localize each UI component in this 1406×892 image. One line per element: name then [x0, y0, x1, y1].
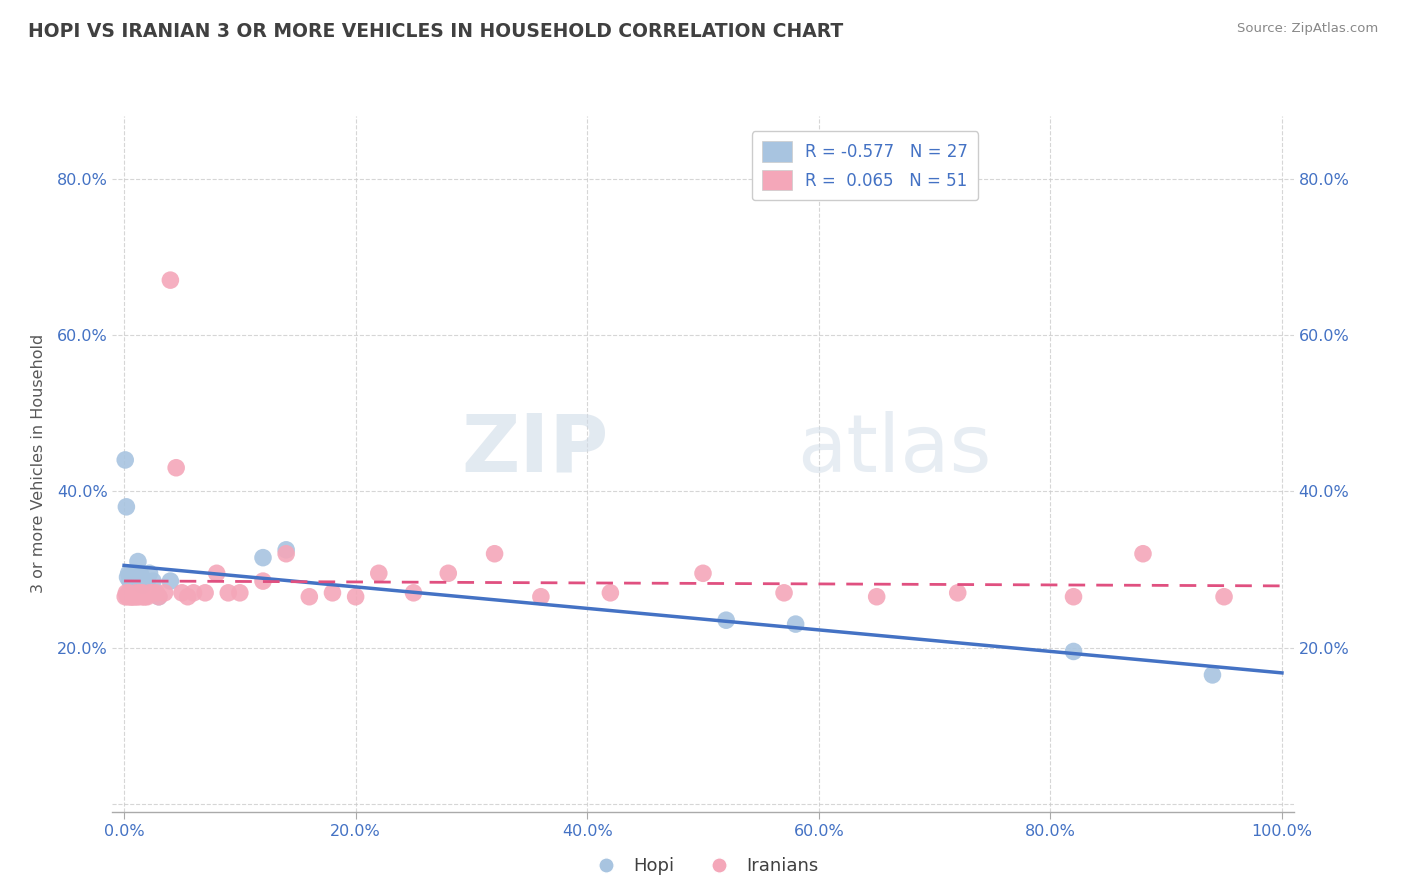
Point — [217, 586, 239, 600]
Point — [946, 586, 969, 600]
Point — [120, 570, 142, 584]
Point — [321, 586, 343, 600]
Point — [229, 586, 252, 600]
Point — [785, 617, 807, 632]
Point — [1201, 668, 1223, 682]
Text: Source: ZipAtlas.com: Source: ZipAtlas.com — [1237, 22, 1378, 36]
Text: atlas: atlas — [797, 411, 991, 489]
Point — [118, 566, 141, 581]
Point — [437, 566, 460, 581]
Point — [530, 590, 553, 604]
Point — [276, 542, 298, 557]
Point — [138, 586, 160, 600]
Point — [205, 566, 228, 581]
Point — [127, 555, 149, 569]
Point — [1132, 547, 1154, 561]
Text: ZIP: ZIP — [461, 411, 609, 489]
Point — [134, 590, 156, 604]
Point — [121, 574, 143, 588]
Point — [115, 586, 138, 600]
Point — [134, 574, 156, 588]
Point — [1213, 590, 1236, 604]
Point — [276, 547, 298, 561]
Point — [115, 500, 138, 514]
Point — [165, 460, 187, 475]
Point — [1063, 590, 1085, 604]
Point — [153, 586, 176, 600]
Point — [131, 590, 153, 604]
Point — [298, 590, 321, 604]
Point — [121, 590, 143, 604]
Point — [127, 590, 149, 604]
Point — [124, 586, 146, 600]
Point — [132, 590, 155, 604]
Point — [129, 566, 152, 581]
Point — [131, 578, 153, 592]
Point — [128, 566, 150, 581]
Point — [148, 590, 170, 604]
Point — [145, 586, 167, 600]
Point — [252, 550, 274, 565]
Point — [159, 574, 181, 588]
Point — [128, 586, 150, 600]
Point — [142, 586, 165, 600]
Point — [124, 566, 146, 581]
Point — [125, 590, 148, 604]
Point — [117, 570, 139, 584]
Point — [773, 586, 796, 600]
Point — [177, 590, 200, 604]
Point — [118, 586, 141, 600]
Point — [194, 586, 217, 600]
Point — [714, 613, 737, 627]
Point — [114, 453, 136, 467]
Point — [1063, 644, 1085, 658]
Text: HOPI VS IRANIAN 3 OR MORE VEHICLES IN HOUSEHOLD CORRELATION CHART: HOPI VS IRANIAN 3 OR MORE VEHICLES IN HO… — [28, 22, 844, 41]
Point — [136, 590, 159, 604]
Point — [367, 566, 389, 581]
Point — [183, 586, 205, 600]
Point — [402, 586, 425, 600]
Point — [252, 574, 274, 588]
Point — [344, 590, 367, 604]
Point — [131, 574, 153, 588]
Point — [120, 590, 142, 604]
Point — [124, 566, 146, 581]
Legend: Hopi, Iranians: Hopi, Iranians — [581, 850, 825, 883]
Y-axis label: 3 or more Vehicles in Household: 3 or more Vehicles in Household — [31, 334, 45, 593]
Point — [170, 586, 193, 600]
Point — [118, 574, 141, 588]
Point — [159, 273, 181, 287]
Point — [114, 590, 136, 604]
Point — [484, 547, 506, 561]
Point — [148, 590, 170, 604]
Point — [118, 590, 141, 604]
Point — [122, 590, 145, 604]
Point — [131, 586, 153, 600]
Point — [866, 590, 889, 604]
Point — [129, 586, 152, 600]
Point — [142, 574, 165, 588]
Point — [122, 574, 145, 588]
Point — [599, 586, 621, 600]
Point — [136, 574, 159, 588]
Point — [138, 566, 160, 581]
Point — [692, 566, 714, 581]
Point — [117, 590, 139, 604]
Point — [124, 590, 146, 604]
